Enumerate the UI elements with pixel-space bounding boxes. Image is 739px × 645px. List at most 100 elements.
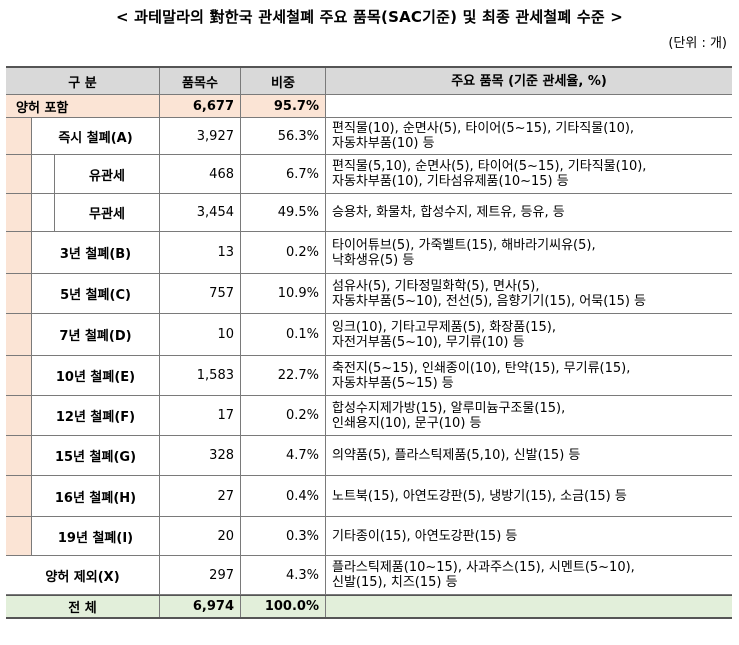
row-count: 20 bbox=[160, 517, 241, 555]
items-line: 인쇄용지(10), 문구(10) 등 bbox=[332, 415, 482, 431]
row-label: 16년 철폐(H) bbox=[54, 490, 137, 506]
row-label-cell: 무관세 bbox=[6, 194, 160, 231]
indent-bar bbox=[6, 476, 32, 516]
row-share: 49.5% bbox=[241, 194, 326, 231]
items-line: 자전거부품(5~10), 무기류(10) 등 bbox=[332, 334, 525, 350]
row-count: 1,583 bbox=[160, 356, 241, 395]
row-items: 플라스틱제품(10~15), 사과주스(15), 시멘트(5~10), 신발(15… bbox=[326, 556, 732, 594]
items-line: 낙화생유(5) 등 bbox=[332, 252, 415, 268]
page-title: < 과테말라의 對한국 관세철폐 주요 품목(SAC기준) 및 최종 관세철폐 … bbox=[115, 8, 624, 26]
row-label-cell: 19년 철폐(I) bbox=[6, 517, 160, 555]
row-share: 10.9% bbox=[241, 274, 326, 313]
items-line: 축전지(5~15), 인쇄종이(10), 탄약(15), 무기류(15), bbox=[332, 360, 631, 376]
row-items: 승용차, 화물차, 합성수지, 제트유, 등유, 등 bbox=[326, 194, 732, 231]
row-label-cell: 7년 철폐(D) bbox=[6, 314, 160, 355]
indent-bar bbox=[6, 155, 32, 193]
header-category: 구 분 bbox=[6, 68, 160, 94]
row-label: 10년 철폐(E) bbox=[55, 370, 136, 385]
row-count: 17 bbox=[160, 396, 241, 435]
items-line: 플라스틱제품(10~15), 사과주스(15), 시멘트(5~10), bbox=[332, 560, 635, 575]
row-label-cell: 15년 철폐(G) bbox=[6, 436, 160, 475]
items-line: 자동차부품(10), 기타섬유제품(10~15) 등 bbox=[332, 174, 569, 189]
row-items: 편직물(5,10), 순면사(5), 타이어(5~15), 기타직물(10), 자… bbox=[326, 155, 732, 193]
table-row: 10년 철폐(E) 1,583 22.7% 축전지(5~15), 인쇄종이(10… bbox=[6, 356, 732, 396]
indent-bar bbox=[6, 436, 32, 475]
indent-bar bbox=[6, 396, 32, 435]
row-items bbox=[326, 95, 732, 117]
items-line: 승용차, 화물차, 합성수지, 제트유, 등유, 등 bbox=[332, 205, 565, 220]
items-line: 섬유사(5), 기타정밀화학(5), 면사(5), bbox=[332, 278, 540, 294]
row-count: 13 bbox=[160, 232, 241, 273]
table-row: 7년 철폐(D) 10 0.1% 잉크(10), 기타고무제품(5), 화장품(… bbox=[6, 314, 732, 356]
row-label: 양허 제외(X) bbox=[6, 556, 160, 594]
items-line: 타이어튜브(5), 가죽벨트(15), 해바라기씨유(5), bbox=[332, 237, 596, 253]
row-share: 56.3% bbox=[241, 118, 326, 154]
indent-bar bbox=[6, 118, 32, 154]
row-label-cell: 16년 철폐(H) bbox=[6, 476, 160, 516]
tariff-table: 구 분 품목수 비중 주요 품목 (기준 관세율, %) 양허 포함 6,677… bbox=[6, 66, 732, 619]
row-count: 3,454 bbox=[160, 194, 241, 231]
indent-bar bbox=[32, 194, 55, 231]
row-items: 노트북(15), 아연도강판(5), 냉방기(15), 소금(15) 등 bbox=[326, 476, 732, 516]
row-share: 95.7% bbox=[241, 95, 326, 117]
items-line: 신발(15), 치즈(15) 등 bbox=[332, 575, 458, 590]
row-label: 양허 포함 bbox=[6, 95, 160, 117]
items-line: 잉크(10), 기타고무제품(5), 화장품(15), bbox=[332, 319, 557, 335]
table-row: 5년 철폐(C) 757 10.9% 섬유사(5), 기타정밀화학(5), 면사… bbox=[6, 274, 732, 314]
row-share: 4.3% bbox=[241, 556, 326, 594]
row-count: 757 bbox=[160, 274, 241, 313]
table-row: 15년 철폐(G) 328 4.7% 의약품(5), 플라스틱제품(5,10),… bbox=[6, 436, 732, 476]
indent-bar bbox=[6, 232, 32, 273]
row-share: 100.0% bbox=[241, 596, 326, 617]
header-share: 비중 bbox=[241, 68, 326, 94]
row-count: 10 bbox=[160, 314, 241, 355]
row-share: 0.3% bbox=[241, 517, 326, 555]
header-items: 주요 품목 (기준 관세율, %) bbox=[451, 73, 607, 89]
indent-bar bbox=[6, 517, 32, 555]
row-label: 12년 철폐(F) bbox=[55, 410, 136, 425]
table-row-total: 전 체 6,974 100.0% bbox=[6, 595, 732, 619]
items-line: 노트북(15), 아연도강판(5), 냉방기(15), 소금(15) 등 bbox=[332, 488, 627, 504]
unit-label: (단위 : 개) bbox=[668, 36, 727, 51]
row-label-cell: 즉시 철폐(A) bbox=[6, 118, 160, 154]
table-row: 3년 철폐(B) 13 0.2% 타이어튜브(5), 가죽벨트(15), 해바라… bbox=[6, 232, 732, 274]
table-row: 12년 철폐(F) 17 0.2% 합성수지제가방(15), 알루미늄구조물(1… bbox=[6, 396, 732, 436]
row-label-cell: 유관세 bbox=[6, 155, 160, 193]
row-label-cell: 12년 철폐(F) bbox=[6, 396, 160, 435]
indent-bar bbox=[6, 274, 32, 313]
items-line: 편직물(10), 순면사(5), 타이어(5~15), 기타직물(10), bbox=[332, 121, 635, 136]
row-share: 0.4% bbox=[241, 476, 326, 516]
row-label-cell: 5년 철폐(C) bbox=[6, 274, 160, 313]
table-row: 양허 제외(X) 297 4.3% 플라스틱제품(10~15), 사과주스(15… bbox=[6, 556, 732, 595]
row-label: 전 체 bbox=[6, 596, 160, 617]
items-line: 편직물(5,10), 순면사(5), 타이어(5~15), 기타직물(10), bbox=[332, 159, 647, 174]
row-count: 6,677 bbox=[160, 95, 241, 117]
row-items bbox=[326, 596, 732, 617]
indent-bar bbox=[6, 194, 32, 231]
row-count: 468 bbox=[160, 155, 241, 193]
items-line: 의약품(5), 플라스틱제품(5,10), 신발(15) 등 bbox=[332, 448, 581, 463]
table-header: 구 분 품목수 비중 주요 품목 (기준 관세율, %) bbox=[6, 66, 732, 95]
row-count: 3,927 bbox=[160, 118, 241, 154]
row-items: 타이어튜브(5), 가죽벨트(15), 해바라기씨유(5), 낙화생유(5) 등 bbox=[326, 232, 732, 273]
row-label-cell: 3년 철폐(B) bbox=[6, 232, 160, 273]
row-label: 3년 철폐(B) bbox=[59, 247, 132, 262]
row-share: 0.1% bbox=[241, 314, 326, 355]
row-share: 0.2% bbox=[241, 396, 326, 435]
row-items: 축전지(5~15), 인쇄종이(10), 탄약(15), 무기류(15), 자동차… bbox=[326, 356, 732, 395]
row-share: 6.7% bbox=[241, 155, 326, 193]
indent-bar bbox=[32, 155, 55, 193]
indent-bar bbox=[6, 356, 32, 395]
items-line: 기타종이(15), 아연도강판(15) 등 bbox=[332, 528, 518, 544]
row-items: 섬유사(5), 기타정밀화학(5), 면사(5), 자동차부품(5~10), 전선… bbox=[326, 274, 732, 313]
row-items: 의약품(5), 플라스틱제품(5,10), 신발(15) 등 bbox=[326, 436, 732, 475]
items-line: 자동차부품(10) 등 bbox=[332, 136, 435, 151]
row-label: 15년 철폐(G) bbox=[54, 450, 137, 465]
items-line: 자동차부품(5~10), 전선(5), 음향기기(15), 어묵(15) 등 bbox=[332, 293, 647, 309]
table-row: 무관세 3,454 49.5% 승용차, 화물차, 합성수지, 제트유, 등유,… bbox=[6, 194, 732, 232]
row-items: 잉크(10), 기타고무제품(5), 화장품(15), 자전거부품(5~10), … bbox=[326, 314, 732, 355]
row-label: 유관세 bbox=[89, 168, 125, 184]
row-label: 7년 철폐(D) bbox=[59, 329, 132, 344]
indent-bar bbox=[6, 314, 32, 355]
row-label-cell: 10년 철폐(E) bbox=[6, 356, 160, 395]
